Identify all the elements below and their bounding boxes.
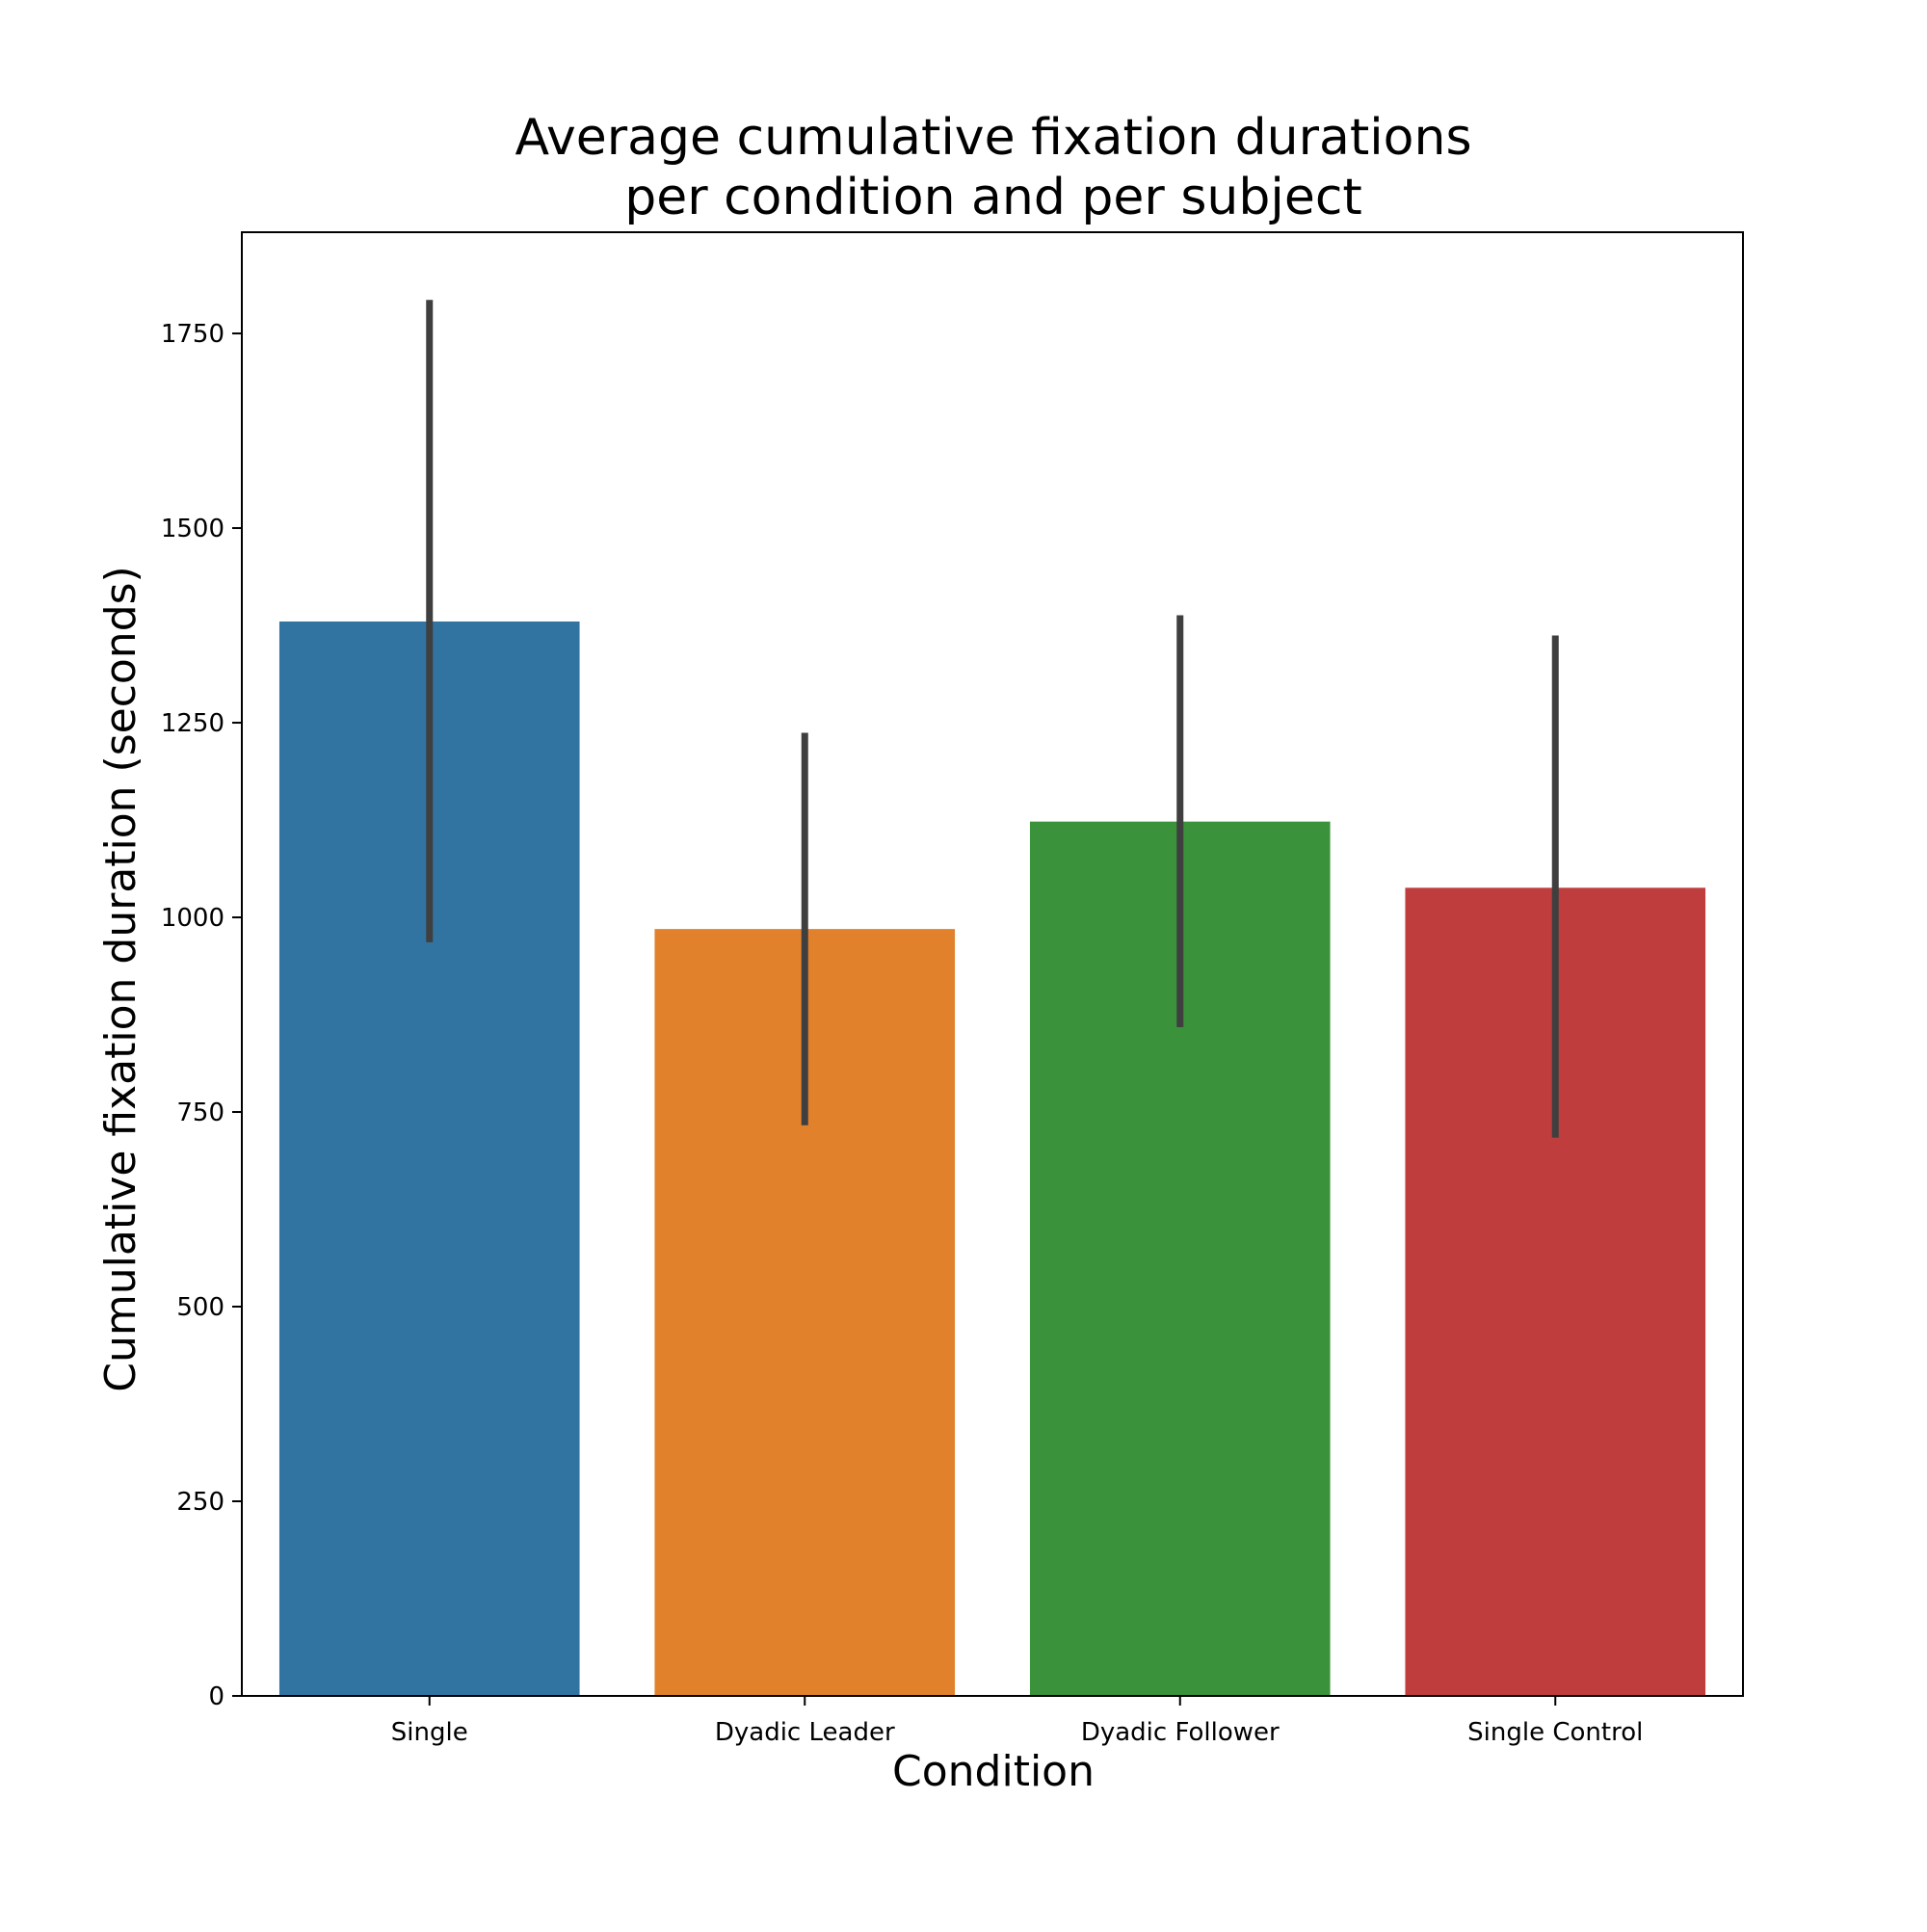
chart-title-line-2: per condition and per subject (624, 169, 1362, 226)
y-tick-label: 0 (208, 1682, 224, 1711)
x-tick-label: Single (391, 1718, 468, 1747)
y-tick-label: 250 (176, 1488, 224, 1517)
chart-title-line-1: Average cumulative fixation durations (515, 109, 1471, 167)
y-tick-label: 500 (176, 1293, 224, 1322)
y-tick-label: 1000 (161, 904, 224, 933)
x-tick-label: Dyadic Follower (1081, 1718, 1280, 1747)
y-tick-label: 1750 (161, 320, 224, 349)
x-tick-label: Single Control (1467, 1718, 1643, 1747)
y-axis-label: Cumulative fixation duration (seconds) (96, 566, 145, 1391)
y-tick-label: 750 (176, 1098, 224, 1127)
axes-frame (241, 231, 1744, 1697)
y-tick-label: 1250 (161, 709, 224, 738)
x-axis-label: Condition (892, 1747, 1095, 1796)
plot-area: 0 250 500 750 1000 1250 1500 1750 Single Dyadic L… (161, 231, 1744, 1747)
y-tick-label: 1500 (161, 515, 224, 543)
x-tick-label: Dyadic Leader (715, 1718, 895, 1747)
